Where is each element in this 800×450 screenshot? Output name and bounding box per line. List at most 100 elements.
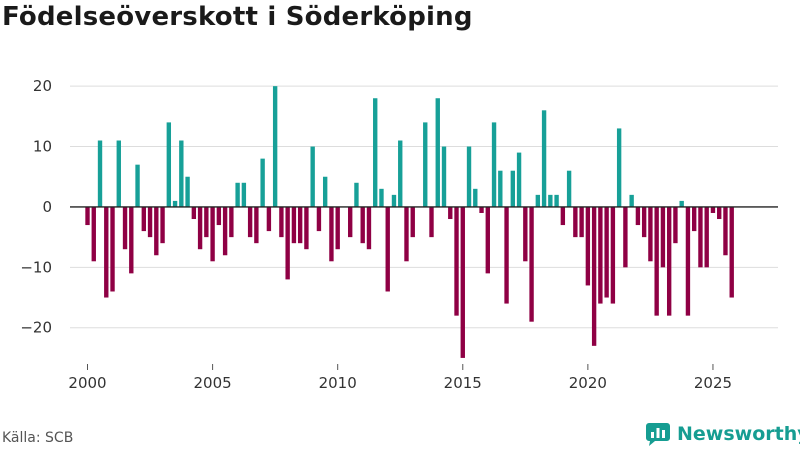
x-tick-label: 2025 xyxy=(694,374,732,392)
bar xyxy=(172,200,178,207)
bar xyxy=(216,206,222,226)
bar xyxy=(285,206,290,280)
newsworthy-logo[interactable]: Newsworthy xyxy=(645,421,800,447)
bar xyxy=(629,194,634,207)
newsworthy-logo-icon xyxy=(646,423,670,446)
bar xyxy=(316,206,322,232)
bar xyxy=(654,206,659,316)
bar xyxy=(335,206,340,250)
bar xyxy=(729,206,734,298)
bar xyxy=(504,206,509,304)
bar xyxy=(385,206,390,292)
bar xyxy=(485,206,490,274)
bar xyxy=(122,206,128,250)
bar xyxy=(272,86,278,207)
y-tick-label: −10 xyxy=(20,258,52,276)
bar xyxy=(473,188,478,207)
bar xyxy=(241,182,247,207)
bar xyxy=(498,170,503,207)
bar xyxy=(398,140,403,207)
x-tick-label: 2020 xyxy=(569,374,607,392)
bar xyxy=(466,146,472,207)
y-tick-label: 0 xyxy=(42,198,52,216)
bar xyxy=(322,176,328,207)
bar xyxy=(516,152,522,207)
bar xyxy=(435,98,440,207)
source-note: Källa: SCB xyxy=(2,430,74,446)
bar xyxy=(222,206,228,256)
bar xyxy=(529,206,534,322)
x-tick-label: 2005 xyxy=(194,374,232,392)
bar xyxy=(554,194,559,207)
x-tick-label: 2010 xyxy=(319,374,357,392)
bar xyxy=(235,182,240,207)
bar xyxy=(197,206,203,250)
bar xyxy=(185,176,190,207)
bar xyxy=(129,206,134,274)
bar xyxy=(704,206,709,268)
bar xyxy=(166,122,172,207)
bar xyxy=(666,206,672,316)
bar xyxy=(491,122,497,207)
bar xyxy=(610,206,616,304)
bar xyxy=(616,128,622,207)
y-axis-ticks: 20 10 0 −10 −20 xyxy=(20,77,52,337)
bar xyxy=(410,206,415,238)
bar xyxy=(717,206,722,220)
bar xyxy=(479,206,484,213)
bar xyxy=(304,206,309,250)
bar xyxy=(423,122,428,207)
bar xyxy=(204,206,209,238)
bar xyxy=(598,206,603,304)
bar xyxy=(85,206,90,226)
x-axis-ticks: 2000 2005 2010 2015 2020 2025 xyxy=(68,364,732,392)
bar xyxy=(591,206,597,346)
bar xyxy=(404,206,409,262)
bar xyxy=(391,194,397,207)
x-tick-label: 2015 xyxy=(444,374,482,392)
bar xyxy=(454,206,459,316)
bar xyxy=(110,206,115,292)
chart-title: Födelseöverskott i Söderköping xyxy=(2,2,473,32)
bar xyxy=(147,206,153,238)
bar xyxy=(679,200,684,207)
bar xyxy=(660,206,666,268)
y-tick-label: 20 xyxy=(33,77,52,95)
bar xyxy=(160,206,165,244)
bar xyxy=(329,206,334,262)
bar xyxy=(635,206,641,226)
brand-name: Newsworthy xyxy=(677,423,800,445)
bar xyxy=(360,206,365,244)
bar xyxy=(698,206,703,268)
bar xyxy=(348,206,353,238)
bar xyxy=(266,206,272,232)
bar xyxy=(254,206,259,244)
bar xyxy=(247,206,253,238)
bar xyxy=(585,206,591,286)
bar xyxy=(366,206,372,250)
bar xyxy=(179,140,184,207)
bar xyxy=(541,110,547,207)
bar xyxy=(566,170,572,207)
bar xyxy=(154,206,159,256)
x-tick-label: 2000 xyxy=(68,374,106,392)
bar xyxy=(373,98,378,207)
bar xyxy=(535,194,541,207)
bar xyxy=(429,206,434,238)
bar xyxy=(579,206,584,238)
bar xyxy=(297,206,303,244)
bar xyxy=(723,206,728,256)
bar xyxy=(291,206,297,244)
bar xyxy=(135,164,140,207)
bar xyxy=(441,146,447,207)
bar xyxy=(97,140,103,207)
bar-series xyxy=(85,86,734,358)
bar xyxy=(260,158,265,207)
bar xyxy=(310,146,315,207)
bar xyxy=(354,182,359,207)
bar xyxy=(210,206,215,262)
bar xyxy=(623,206,628,268)
bar xyxy=(641,206,647,238)
bar xyxy=(460,206,465,358)
